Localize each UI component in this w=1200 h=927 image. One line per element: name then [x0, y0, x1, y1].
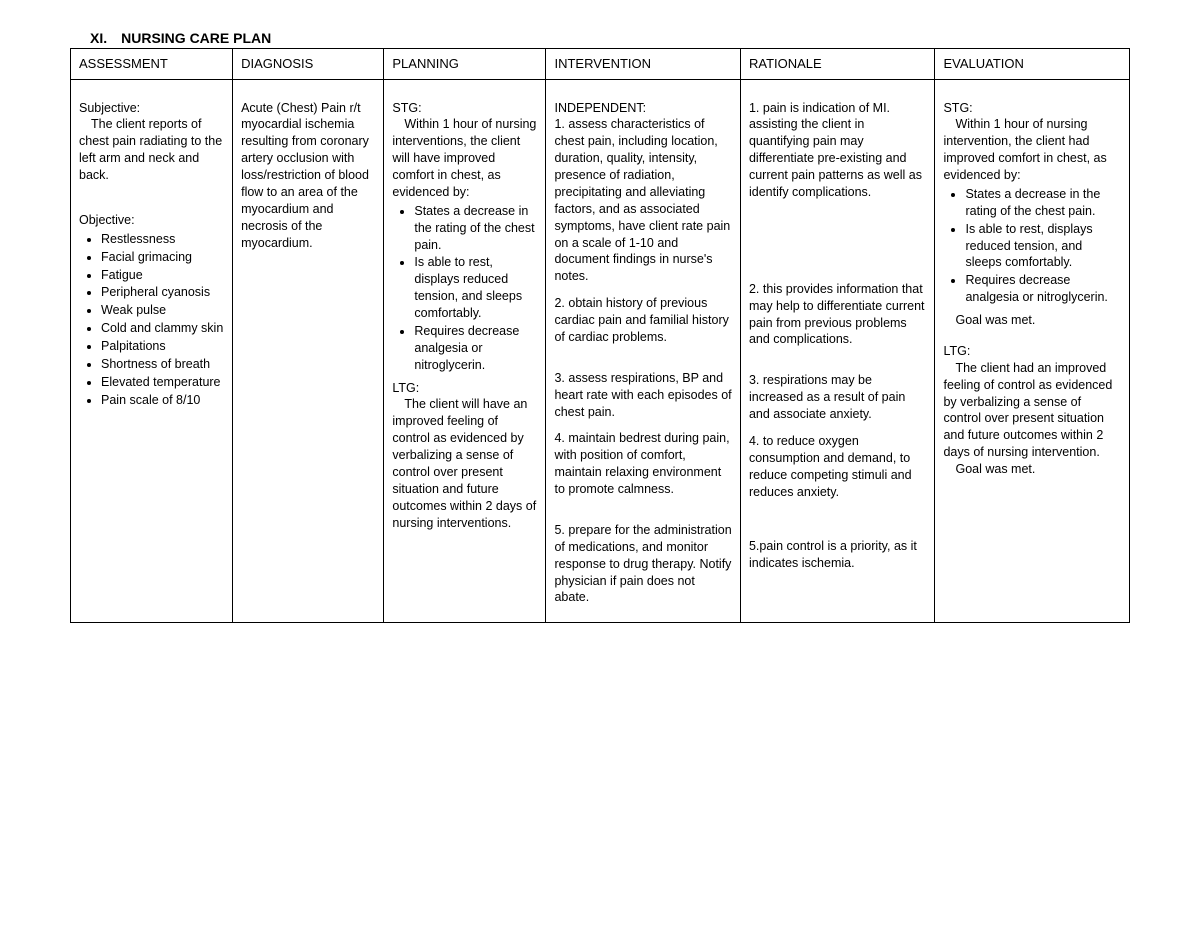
list-item: Cold and clammy skin — [101, 320, 224, 337]
nursing-care-plan-table: ASSESSMENT DIAGNOSIS PLANNING INTERVENTI… — [70, 48, 1130, 623]
objective-label: Objective: — [79, 212, 224, 229]
evaluation-stg-intro: Within 1 hour of nursing intervention, t… — [943, 116, 1121, 184]
evaluation-ltg-goal: Goal was met. — [943, 461, 1121, 478]
header-planning: PLANNING — [384, 49, 546, 80]
list-item: Restlessness — [101, 231, 224, 248]
evaluation-stg-label: STG: — [943, 100, 1121, 117]
list-item: Is able to rest, displays reduced tensio… — [965, 221, 1121, 272]
list-item: Facial grimacing — [101, 249, 224, 266]
header-rationale: RATIONALE — [740, 49, 935, 80]
rationale-item: 4. to reduce oxygen consumption and dema… — [749, 433, 927, 501]
list-item: Weak pulse — [101, 302, 224, 319]
cell-planning: STG: Within 1 hour of nursing interventi… — [384, 79, 546, 623]
list-item: Elevated temperature — [101, 374, 224, 391]
rationale-item: 5.pain control is a priority, as it indi… — [749, 538, 927, 572]
planning-stg-list: States a decrease in the rating of the c… — [392, 203, 537, 374]
list-item: Requires decrease analgesia or nitroglyc… — [414, 323, 537, 374]
intervention-item: 5. prepare for the administration of med… — [554, 522, 732, 606]
objective-list: Restlessness Facial grimacing Fatigue Pe… — [79, 231, 224, 409]
list-item: Palpitations — [101, 338, 224, 355]
cell-diagnosis: Acute (Chest) Pain r/t myocardial ischem… — [233, 79, 384, 623]
header-diagnosis: DIAGNOSIS — [233, 49, 384, 80]
list-item: Requires decrease analgesia or nitroglyc… — [965, 272, 1121, 306]
rationale-item: 3. respirations may be increased as a re… — [749, 372, 927, 423]
cell-evaluation: STG: Within 1 hour of nursing interventi… — [935, 79, 1130, 623]
cell-rationale: 1. pain is indication of MI. assisting t… — [740, 79, 935, 623]
list-item: Is able to rest, displays reduced tensio… — [414, 254, 537, 322]
subjective-text: The client reports of chest pain radiati… — [79, 116, 224, 184]
evaluation-ltg-label: LTG: — [943, 343, 1121, 360]
list-item: Fatigue — [101, 267, 224, 284]
header-intervention: INTERVENTION — [546, 49, 741, 80]
planning-stg-label: STG: — [392, 100, 537, 117]
rationale-item: 2. this provides information that may he… — [749, 281, 927, 349]
list-item: Pain scale of 8/10 — [101, 392, 224, 409]
rationale-item: 1. pain is indication of MI. assisting t… — [749, 100, 927, 201]
intervention-item: 3. assess respirations, BP and heart rat… — [554, 370, 732, 421]
planning-ltg-text: The client will have an improved feeling… — [392, 396, 537, 531]
evaluation-stg-goal: Goal was met. — [943, 312, 1121, 329]
planning-ltg-label: LTG: — [392, 380, 537, 397]
intervention-indep-label: INDEPENDENT: — [554, 100, 732, 117]
header-assessment: ASSESSMENT — [71, 49, 233, 80]
list-item: Shortness of breath — [101, 356, 224, 373]
cell-assessment: Subjective: The client reports of chest … — [71, 79, 233, 623]
planning-stg-intro: Within 1 hour of nursing interventions, … — [392, 116, 537, 200]
diagnosis-text: Acute (Chest) Pain r/t myocardial ischem… — [241, 100, 375, 252]
document-title: XI. NURSING CARE PLAN — [70, 30, 1130, 46]
cell-intervention: INDEPENDENT: 1. assess characteristics o… — [546, 79, 741, 623]
intervention-item: 2. obtain history of previous cardiac pa… — [554, 295, 732, 346]
list-item: States a decrease in the rating of the c… — [414, 203, 537, 254]
intervention-item: 4. maintain bedrest during pain, with po… — [554, 430, 732, 498]
intervention-item: 1. assess characteristics of chest pain,… — [554, 116, 732, 285]
evaluation-ltg-text: The client had an improved feeling of co… — [943, 360, 1121, 461]
list-item: States a decrease in the rating of the c… — [965, 186, 1121, 220]
subjective-label: Subjective: — [79, 100, 224, 117]
header-evaluation: EVALUATION — [935, 49, 1130, 80]
evaluation-stg-list: States a decrease in the rating of the c… — [943, 186, 1121, 306]
list-item: Peripheral cyanosis — [101, 284, 224, 301]
